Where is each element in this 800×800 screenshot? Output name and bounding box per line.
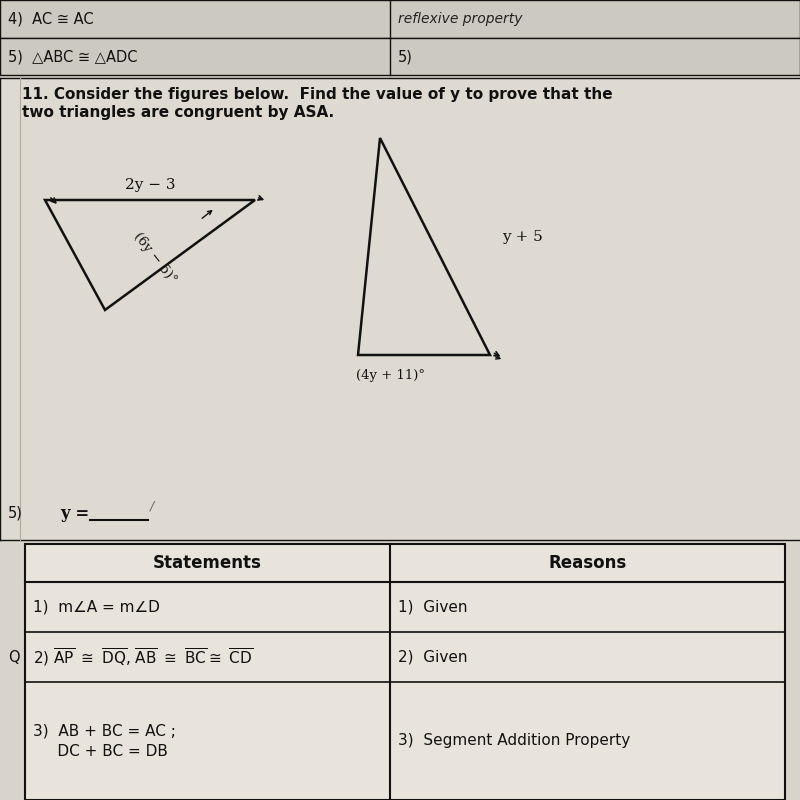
Text: (6y − 5)°: (6y − 5)° (131, 230, 179, 286)
Text: 1)  Given: 1) Given (398, 599, 467, 614)
Text: DC + BC = DB: DC + BC = DB (33, 743, 168, 758)
Text: y =: y = (60, 505, 90, 522)
Bar (0, 38, 800, 75)
Text: Reasons: Reasons (548, 554, 626, 572)
Text: 3)  Segment Addition Property: 3) Segment Addition Property (398, 734, 630, 749)
Text: y + 5: y + 5 (502, 230, 542, 243)
Text: 11. Consider the figures below.  Find the value of y to prove that the: 11. Consider the figures below. Find the… (22, 86, 613, 102)
Bar (0, 78, 800, 540)
Text: 3)  AB + BC = AC ;: 3) AB + BC = AC ; (33, 723, 176, 738)
Text: (4y + 11)°: (4y + 11)° (356, 369, 425, 382)
Bar (25, 544, 785, 800)
Text: 5): 5) (8, 506, 23, 521)
Text: reflexive property: reflexive property (398, 12, 522, 26)
Text: Q: Q (8, 650, 20, 665)
Text: 1)  m∠A = m∠D: 1) m∠A = m∠D (33, 599, 160, 614)
Text: Statements: Statements (153, 554, 262, 572)
Text: 2)  Given: 2) Given (398, 650, 467, 665)
Text: 5): 5) (398, 49, 413, 64)
Text: two triangles are congruent by ASA.: two triangles are congruent by ASA. (22, 106, 334, 121)
Text: 4)  AC ≅ AC: 4) AC ≅ AC (8, 11, 94, 26)
Text: 2y − 3: 2y − 3 (125, 178, 175, 192)
Text: 2) $\overline{\mathrm{AP}}$ $\cong$ $\overline{\mathrm{DQ}}$, $\overline{\mathrm: 2) $\overline{\mathrm{AP}}$ $\cong$ $\ov… (33, 646, 254, 668)
Text: /: / (150, 499, 154, 513)
Bar (0, 0, 800, 38)
Text: 5)  △ABC ≅ △ADC: 5) △ABC ≅ △ADC (8, 49, 138, 64)
